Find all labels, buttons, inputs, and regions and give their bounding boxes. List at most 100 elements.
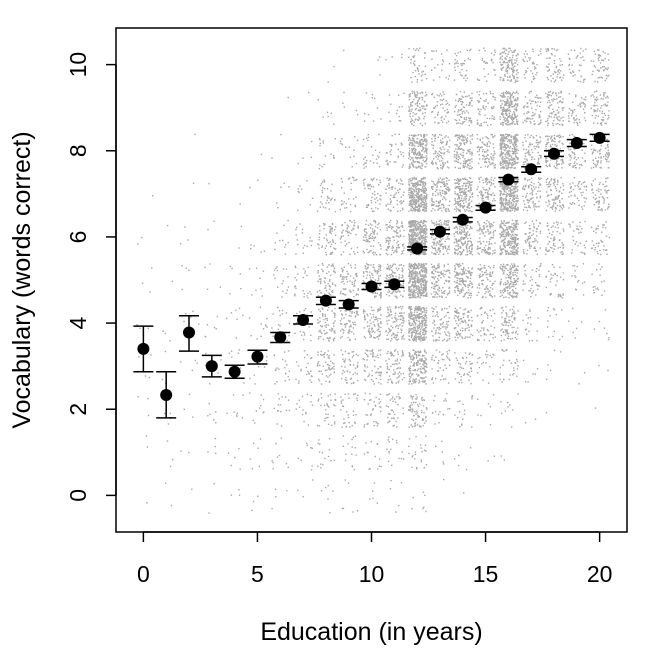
raw-point — [423, 328, 425, 331]
raw-point — [425, 238, 427, 241]
raw-point — [444, 307, 446, 310]
raw-point — [332, 263, 334, 265]
raw-point — [397, 235, 399, 237]
raw-point — [416, 157, 419, 159]
raw-point — [432, 208, 434, 210]
raw-point — [435, 331, 437, 333]
raw-point — [456, 285, 458, 287]
raw-point — [305, 366, 307, 369]
raw-point — [353, 469, 355, 471]
raw-point — [445, 333, 447, 336]
raw-point — [456, 334, 458, 336]
raw-point — [422, 148, 424, 150]
raw-point — [402, 194, 404, 196]
raw-point — [415, 160, 417, 163]
raw-point — [409, 95, 411, 98]
raw-point — [408, 328, 410, 330]
raw-point — [392, 226, 394, 228]
raw-point — [411, 134, 413, 136]
raw-point — [366, 238, 368, 241]
raw-point — [442, 121, 444, 123]
raw-point — [408, 222, 410, 224]
raw-point — [412, 142, 414, 144]
raw-point — [323, 353, 326, 356]
raw-point — [437, 114, 439, 116]
raw-point — [409, 197, 411, 199]
raw-point — [468, 311, 470, 313]
raw-point — [354, 321, 356, 324]
raw-point — [434, 296, 436, 298]
raw-point — [412, 318, 415, 320]
raw-point — [319, 281, 322, 283]
raw-point — [447, 320, 450, 323]
raw-point — [425, 376, 427, 378]
raw-point — [431, 286, 433, 289]
raw-point — [416, 412, 418, 414]
raw-point — [402, 276, 404, 278]
raw-point — [347, 331, 349, 334]
raw-point — [392, 321, 394, 323]
raw-point — [345, 310, 347, 312]
raw-point — [445, 400, 447, 402]
raw-point — [412, 230, 414, 233]
raw-point — [280, 437, 282, 439]
raw-point — [332, 282, 334, 284]
raw-point — [424, 328, 426, 330]
raw-point — [458, 283, 460, 285]
raw-point — [423, 185, 425, 187]
raw-point — [414, 108, 417, 111]
raw-point — [422, 208, 425, 211]
raw-point — [346, 382, 348, 384]
raw-point — [304, 270, 306, 272]
raw-point — [354, 315, 357, 317]
raw-point — [425, 150, 428, 152]
raw-point — [379, 264, 382, 267]
raw-point — [346, 228, 348, 230]
raw-point — [425, 148, 427, 151]
raw-point — [431, 50, 433, 52]
raw-point — [213, 419, 215, 421]
raw-point — [414, 453, 417, 456]
raw-point — [331, 367, 334, 369]
raw-point — [379, 393, 382, 395]
raw-point — [380, 465, 382, 468]
raw-point — [402, 151, 404, 154]
raw-point — [238, 247, 240, 249]
raw-point — [425, 358, 427, 360]
raw-point — [400, 153, 402, 156]
raw-point — [377, 318, 379, 320]
raw-point — [410, 241, 412, 243]
raw-point — [408, 352, 410, 354]
raw-point — [366, 263, 368, 265]
raw-point — [317, 354, 319, 356]
raw-point — [341, 314, 344, 316]
raw-point — [433, 253, 435, 255]
raw-point — [414, 142, 416, 144]
raw-point — [423, 324, 426, 327]
raw-point — [371, 350, 373, 352]
raw-point — [471, 320, 473, 322]
raw-point — [422, 284, 424, 286]
raw-point — [329, 274, 332, 277]
raw-point — [420, 194, 422, 196]
raw-point — [409, 199, 412, 202]
raw-point — [457, 464, 460, 467]
raw-point — [470, 271, 472, 274]
raw-point — [423, 108, 426, 111]
raw-point — [412, 354, 414, 357]
raw-point — [471, 397, 473, 400]
raw-point — [318, 425, 321, 427]
raw-point — [423, 244, 426, 246]
raw-point — [411, 163, 413, 165]
raw-point — [431, 378, 433, 381]
raw-point — [419, 275, 422, 277]
raw-point — [445, 208, 447, 210]
raw-point — [350, 325, 352, 328]
raw-point — [416, 138, 419, 140]
raw-point — [397, 189, 399, 192]
raw-point — [339, 337, 342, 339]
raw-point — [254, 383, 256, 385]
raw-point — [440, 239, 443, 241]
raw-point — [350, 266, 353, 269]
raw-point — [425, 158, 428, 160]
